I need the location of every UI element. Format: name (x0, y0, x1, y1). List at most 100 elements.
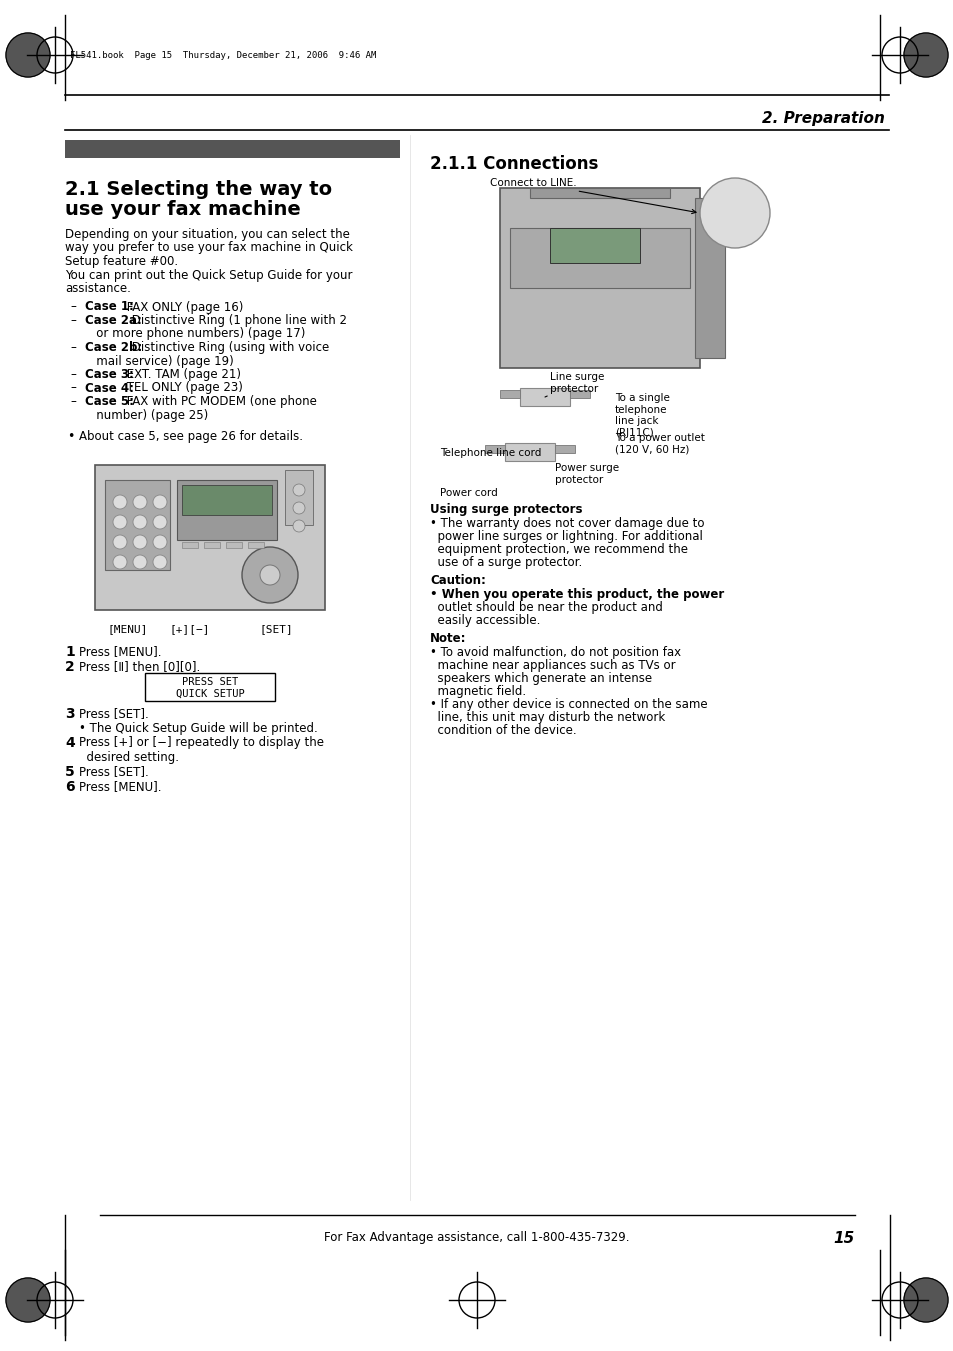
Bar (504, 443, 555, 461)
Text: TEL ONLY (page 23): TEL ONLY (page 23) (123, 381, 242, 394)
Text: EXT. TAM (page 21): EXT. TAM (page 21) (123, 367, 240, 381)
Text: Case 5:: Case 5: (85, 394, 133, 408)
Text: QUICK SETUP: QUICK SETUP (175, 689, 244, 698)
Text: Press [MENU].: Press [MENU]. (79, 644, 161, 658)
Bar (285, 470, 313, 526)
Text: –: – (70, 313, 76, 327)
Text: desired setting.: desired setting. (79, 751, 179, 765)
Circle shape (112, 515, 127, 530)
Circle shape (112, 555, 127, 569)
Text: FL541.book  Page 15  Thursday, December 21, 2006  9:46 AM: FL541.book Page 15 Thursday, December 21… (70, 50, 376, 59)
Circle shape (293, 503, 305, 513)
Text: [MENU]: [MENU] (107, 624, 148, 634)
Text: –: – (70, 300, 76, 313)
Text: Press [Ⅱ] then [0][0].: Press [Ⅱ] then [0][0]. (79, 661, 200, 673)
Text: or more phone numbers) (page 17): or more phone numbers) (page 17) (85, 327, 305, 340)
Text: PRESS SET: PRESS SET (182, 677, 238, 688)
Text: Line surge
protector: Line surge protector (544, 372, 604, 397)
Circle shape (242, 547, 297, 603)
Bar (182, 485, 272, 515)
Text: equipment protection, we recommend the: equipment protection, we recommend the (430, 543, 687, 557)
Text: Case 1:: Case 1: (85, 300, 133, 313)
Text: Distinctive Ring (1 phone line with 2: Distinctive Ring (1 phone line with 2 (128, 313, 347, 327)
Bar (177, 480, 276, 540)
Circle shape (903, 1278, 947, 1323)
Bar (65, 141, 399, 158)
Circle shape (152, 515, 167, 530)
Text: outlet should be near the product and: outlet should be near the product and (430, 601, 662, 613)
Circle shape (132, 494, 147, 509)
Text: machine near appliances such as TVs or: machine near appliances such as TVs or (430, 659, 675, 671)
Text: • If any other device is connected on the same: • If any other device is connected on th… (430, 698, 707, 711)
Text: 1: 1 (65, 644, 74, 659)
Text: •: • (67, 430, 74, 443)
Text: Press [SET].: Press [SET]. (79, 707, 149, 720)
Text: mail service) (page 19): mail service) (page 19) (85, 354, 233, 367)
Circle shape (132, 555, 147, 569)
Bar (499, 390, 519, 399)
Text: • The Quick Setup Guide will be printed.: • The Quick Setup Guide will be printed. (79, 721, 317, 735)
Text: 4: 4 (65, 736, 74, 750)
Text: 15: 15 (833, 1231, 854, 1246)
Circle shape (293, 484, 305, 496)
Text: Distinctive Ring (using with voice: Distinctive Ring (using with voice (128, 340, 329, 354)
Bar (510, 228, 689, 288)
Circle shape (700, 178, 769, 249)
Text: FAX ONLY (page 16): FAX ONLY (page 16) (123, 300, 243, 313)
Text: –: – (70, 340, 76, 354)
Text: You can print out the Quick Setup Guide for your: You can print out the Quick Setup Guide … (65, 269, 352, 281)
Bar (530, 188, 669, 199)
Text: 2: 2 (65, 661, 74, 674)
Text: –: – (70, 367, 76, 381)
Text: FAX with PC MODEM (one phone: FAX with PC MODEM (one phone (123, 394, 316, 408)
Text: Connect to LINE.: Connect to LINE. (490, 178, 696, 213)
Text: use of a surge protector.: use of a surge protector. (430, 557, 581, 569)
Circle shape (293, 520, 305, 532)
Text: use your fax machine: use your fax machine (65, 200, 300, 219)
Circle shape (152, 555, 167, 569)
Text: 6: 6 (65, 780, 74, 794)
Circle shape (112, 494, 127, 509)
Circle shape (260, 565, 280, 585)
Bar (484, 444, 504, 453)
Text: assistance.: assistance. (65, 282, 131, 295)
Text: Press [SET].: Press [SET]. (79, 765, 149, 778)
Text: 5: 5 (65, 765, 74, 780)
Text: speakers which generate an intense: speakers which generate an intense (430, 671, 652, 685)
Text: way you prefer to use your fax machine in Quick: way you prefer to use your fax machine i… (65, 242, 353, 254)
Circle shape (152, 494, 167, 509)
Text: Case 4:: Case 4: (85, 381, 133, 394)
Text: For Fax Advantage assistance, call 1-800-435-7329.: For Fax Advantage assistance, call 1-800… (324, 1231, 629, 1244)
Bar (550, 228, 639, 263)
Text: magnetic field.: magnetic field. (430, 685, 525, 698)
Text: Case 2a:: Case 2a: (85, 313, 142, 327)
Text: 2.1.1 Connections: 2.1.1 Connections (430, 155, 598, 173)
Text: Case 3:: Case 3: (85, 367, 133, 381)
Bar (145, 673, 274, 701)
Text: Depending on your situation, you can select the: Depending on your situation, you can sel… (65, 228, 350, 240)
Text: Case 2b:: Case 2b: (85, 340, 142, 354)
Text: • The warranty does not cover damage due to: • The warranty does not cover damage due… (430, 517, 703, 530)
Bar (226, 542, 242, 549)
Circle shape (132, 515, 147, 530)
Text: –: – (70, 381, 76, 394)
Bar (555, 444, 575, 453)
Circle shape (112, 535, 127, 549)
Text: About case 5, see page 26 for details.: About case 5, see page 26 for details. (79, 430, 303, 443)
Text: Press [MENU].: Press [MENU]. (79, 780, 161, 793)
Text: condition of the device.: condition of the device. (430, 724, 576, 738)
Text: Power surge
protector: Power surge protector (555, 463, 618, 485)
Text: To a single
telephone
line jack
(RJ11C): To a single telephone line jack (RJ11C) (615, 393, 669, 438)
Circle shape (6, 1278, 50, 1323)
Circle shape (6, 32, 50, 77)
Text: • To avoid malfunction, do not position fax: • To avoid malfunction, do not position … (430, 646, 680, 659)
Text: To a power outlet
(120 V, 60 Hz): To a power outlet (120 V, 60 Hz) (615, 434, 704, 454)
Text: –: – (70, 394, 76, 408)
Bar (105, 480, 170, 570)
Text: Caution:: Caution: (430, 574, 485, 586)
Bar (569, 390, 589, 399)
Bar (95, 465, 325, 611)
Text: 3: 3 (65, 707, 74, 721)
Text: Using surge protectors: Using surge protectors (430, 503, 582, 516)
Text: line, this unit may disturb the network: line, this unit may disturb the network (430, 711, 664, 724)
